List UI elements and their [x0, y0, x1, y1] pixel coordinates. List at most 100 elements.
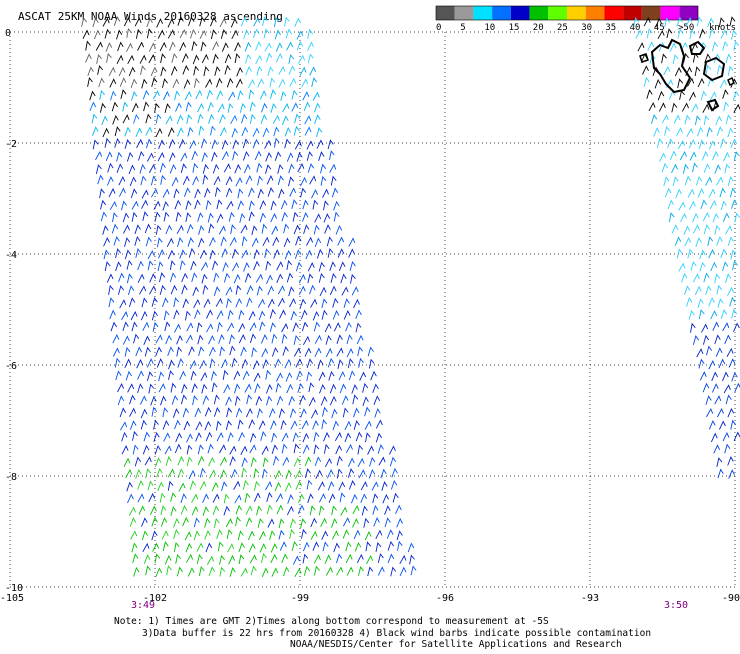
wind-barb	[279, 541, 287, 551]
wind-barb	[191, 40, 198, 51]
wind-barb	[278, 65, 286, 76]
wind-barb	[312, 199, 319, 210]
wind-barb	[250, 565, 257, 576]
wind-barb	[167, 468, 175, 478]
wind-barb	[683, 52, 689, 63]
wind-barb	[250, 456, 257, 467]
wind-barb	[290, 420, 298, 430]
wind-barb	[192, 395, 198, 406]
wind-barb	[245, 53, 252, 64]
wind-barb	[311, 409, 318, 419]
wind-barb	[186, 553, 194, 563]
wind-barb	[344, 432, 351, 443]
latitude-label: -8	[5, 472, 17, 483]
wind-barb	[129, 394, 136, 405]
wind-barb	[173, 517, 180, 528]
wind-barb	[200, 138, 208, 149]
wind-barb	[256, 162, 263, 173]
wind-barb	[185, 212, 192, 222]
galapagos-islands	[639, 38, 735, 112]
wind-barb	[717, 407, 724, 418]
speed-legend: 0 5 10 15 20 25 30 35 40 45 >50	[435, 5, 699, 33]
wind-barb	[725, 114, 732, 125]
wind-barb	[284, 482, 292, 492]
wind-barb	[310, 530, 318, 540]
wind-barb	[195, 89, 203, 100]
wind-barb	[153, 200, 161, 210]
wind-barb	[701, 323, 709, 333]
wind-barb	[661, 114, 669, 124]
wind-barb	[180, 152, 188, 162]
wind-barb	[197, 113, 204, 124]
wind-barb	[698, 139, 705, 150]
island-fernandina	[639, 53, 649, 63]
wind-barb	[137, 41, 145, 51]
wind-barb	[115, 248, 122, 259]
wind-barb	[719, 79, 727, 89]
wind-barb	[656, 138, 663, 148]
wind-barb	[707, 17, 714, 28]
wind-barb	[253, 480, 260, 491]
wind-barb	[676, 248, 683, 259]
wind-barb	[235, 407, 243, 418]
wind-barb	[255, 273, 263, 283]
wind-barb	[696, 16, 703, 27]
wind-barb	[177, 455, 185, 466]
wind-barb	[321, 298, 328, 309]
wind-barb	[218, 334, 225, 344]
wind-barb	[321, 530, 329, 540]
wind-barb	[685, 17, 693, 27]
wind-barb	[284, 358, 292, 369]
wind-barb	[234, 53, 241, 64]
wind-barb	[702, 211, 710, 222]
wind-barb	[180, 505, 188, 515]
wind-barb	[175, 432, 183, 443]
wind-barb	[158, 383, 166, 393]
wind-barb	[695, 175, 703, 186]
wind-barb	[672, 54, 679, 64]
wind-barb	[689, 151, 697, 161]
wind-barb	[299, 298, 307, 309]
wind-barb	[130, 91, 138, 101]
wind-barb	[367, 445, 375, 455]
wind-barb	[140, 175, 147, 186]
wind-barb	[172, 78, 180, 88]
wind-barb	[197, 334, 204, 345]
wind-barb	[724, 273, 732, 284]
wind-barb	[173, 529, 180, 539]
wind-barb	[708, 188, 716, 198]
wind-barb	[158, 371, 165, 382]
wind-barb	[331, 505, 337, 516]
wind-barb	[243, 262, 250, 272]
wind-barb	[346, 334, 353, 345]
wind-barb	[212, 505, 220, 515]
wind-barb	[322, 406, 328, 417]
wind-barb	[386, 529, 394, 539]
wind-barb	[227, 309, 234, 320]
wind-barb	[240, 445, 248, 456]
wind-barb	[351, 286, 359, 296]
island-floreana	[706, 98, 720, 112]
wind-barb	[217, 541, 224, 552]
wind-barb	[152, 321, 159, 332]
wind-barb	[153, 432, 160, 442]
wind-barb	[118, 176, 126, 186]
wind-barb	[720, 200, 727, 211]
wind-barb	[215, 297, 223, 307]
wind-barb	[258, 420, 266, 430]
wind-barb	[311, 189, 319, 199]
wind-barb	[265, 260, 272, 271]
wind-barb	[237, 419, 244, 430]
wind-barb	[286, 505, 294, 516]
wind-barb	[102, 17, 110, 27]
wind-barb	[357, 346, 364, 357]
wind-barb	[661, 162, 668, 173]
wind-barb	[323, 200, 329, 211]
wind-barb	[724, 443, 731, 454]
wind-barb	[252, 127, 260, 137]
wind-barb	[182, 175, 190, 185]
wind-barb	[111, 223, 119, 234]
wind-barb	[722, 89, 729, 99]
wind-barb	[712, 212, 719, 223]
wind-barb	[176, 334, 183, 345]
